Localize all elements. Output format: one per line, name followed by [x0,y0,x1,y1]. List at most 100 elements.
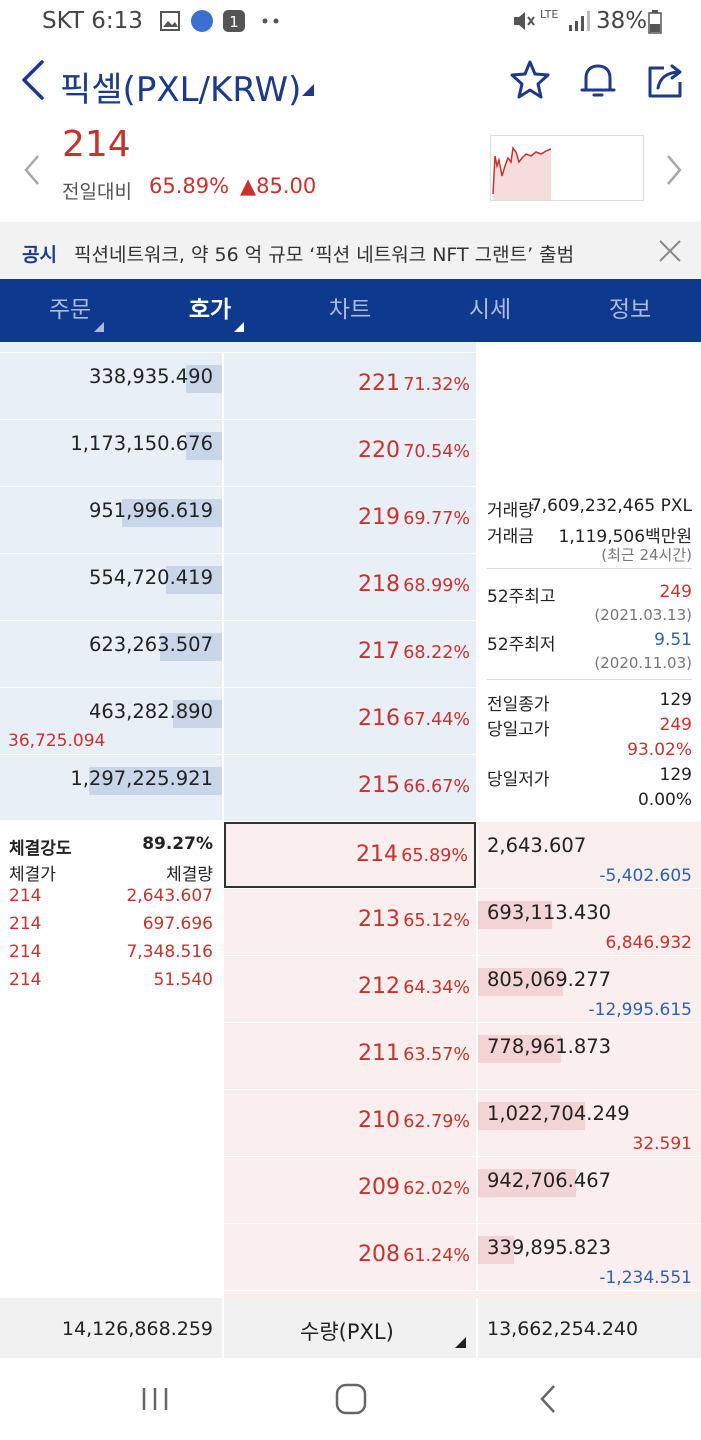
orderbook-top-strip [0,342,476,352]
ask-quantity: 463,282.890 [88,700,213,723]
ask-quantity-cell[interactable]: 623,263.507 [0,621,222,687]
prev-coin-arrow-icon[interactable] [18,150,48,190]
tab-bar: 주문 호가 차트 시세 정보 [0,279,701,342]
tab-order[interactable]: 주문 [0,279,140,342]
ask-price-cell[interactable]: 221 71.32% [224,353,476,419]
bid-volume-bar [478,968,563,996]
unit-dropdown-icon[interactable] [455,1337,466,1348]
ask-quantity-change: 36,725.094 [8,731,106,751]
tab-order-label: 주문 [48,297,92,323]
low52-value: 9.51 [654,630,692,650]
mini-price-chart[interactable] [490,135,644,201]
low52-label: 52주최저 [487,635,556,655]
orderbook-bottom-strip [224,1291,701,1301]
trade-panel: 체결강도 89.27% 체결가 체결량 214 2,643.607 214 697.6… [0,820,222,1296]
tab-order-dropdown-icon [94,322,104,332]
tab-orderbook[interactable]: 호가 [140,279,280,342]
trade-qty: 7,348.516 [126,942,213,962]
bid-volume-bar [478,1035,561,1063]
ask-quantity-cell[interactable]: 1,173,150.676 [0,420,222,486]
tab-chart[interactable]: 차트 [280,279,420,342]
divider [487,568,692,569]
title-dropdown-icon[interactable] [302,84,314,96]
share-icon[interactable] [644,58,688,102]
recent-apps-icon[interactable] [138,1384,172,1414]
bid-quantity-cell[interactable]: 339,895.823 -1,234.551 [478,1224,701,1290]
bid-price-cell[interactable]: 210 62.79% [224,1090,476,1156]
next-coin-arrow-icon[interactable] [658,150,688,190]
ask-quantity: 554,720.419 [88,566,213,589]
nav-back-icon[interactable] [534,1382,564,1416]
ask-price: 219 [358,505,400,530]
bid-price-cell[interactable]: 212 64.34% [224,956,476,1022]
bid-price: 214 [356,842,398,867]
ask-price-cell[interactable]: 216 67.44% [224,688,476,754]
ask-quantity: 1,173,150.676 [70,432,213,455]
bid-price: 212 [358,974,400,999]
home-icon[interactable] [334,1382,368,1416]
ask-price-cell[interactable]: 215 66.67% [224,755,476,821]
bid-quantity-cell[interactable]: 805,069.277 -12,995.615 [478,956,701,1022]
unit-selector[interactable]: 수량(PXL) [224,1298,476,1358]
bid-price-cell[interactable]: 213 65.12% [224,889,476,955]
ask-quantity-cell[interactable]: 1,297,225.921 [0,755,222,821]
sparkline [492,146,552,200]
bid-rate: 64.34% [403,978,470,998]
bid-price-cell[interactable]: 209 62.02% [224,1157,476,1223]
bid-price: 213 [358,907,400,932]
trade-price: 214 [9,886,42,906]
bid-quantity-cell[interactable]: 1,022,704.249 32.591 [478,1090,701,1156]
notice-text[interactable]: 픽션네트워크, 약 56 억 규모 ‘픽션 네트워크 NFT 그랜트’ 출범 [74,244,575,266]
low52-date: (2020.11.03) [594,654,692,672]
battery-percent: 38% [596,8,648,34]
ask-quantity-cell[interactable]: 463,282.890 36,725.094 [0,688,222,754]
unit-label: 수량(PXL) [300,1320,394,1344]
network-label: LTE [540,8,559,21]
day-high-label: 당일고가 [487,720,550,740]
strength-value: 89.27% [142,834,213,854]
ask-price-cell[interactable]: 218 68.99% [224,554,476,620]
back-arrow-icon[interactable] [14,56,54,106]
bid-quantity-change: -12,995.615 [588,1000,692,1020]
ask-rate: 68.22% [403,643,470,663]
trade-qty-header: 체결량 [166,865,213,885]
bid-price-cell[interactable]: 214 65.89% [224,822,476,888]
ask-quantity-cell[interactable]: 951,996.619 [0,487,222,553]
bid-quantity-cell[interactable]: 2,643.607 -5,402.605 [478,822,701,888]
ask-price-cell[interactable]: 219 69.77% [224,487,476,553]
day-low-pct: 0.00% [637,790,692,810]
divider [487,679,692,680]
bid-rate: 63.57% [403,1045,470,1065]
ask-quantity-cell[interactable]: 338,935.490 [0,353,222,419]
bid-volume-bar [478,901,552,929]
trade-qty: 2,643.607 [126,886,213,906]
bid-quantity-cell[interactable]: 942,706.467 [478,1157,701,1223]
bid-quantity-cell[interactable]: 693,113.430 6,846.932 [478,889,701,955]
notice-bar[interactable]: 공시 픽션네트워크, 약 56 억 규모 ‘픽션 네트워크 NFT 그랜트’ 출… [0,222,701,279]
bid-quantity-cell[interactable]: 778,961.873 [478,1023,701,1089]
bid-price-cell[interactable]: 208 61.24% [224,1224,476,1290]
bid-volume-bar [478,1236,514,1264]
notice-label: 공시 [22,244,57,266]
bid-price: 209 [358,1175,400,1200]
bell-icon[interactable] [576,58,620,102]
tab-market-price[interactable]: 시세 [420,279,560,342]
bid-price-cell[interactable]: 211 63.57% [224,1023,476,1089]
ask-price-cell[interactable]: 220 70.54% [224,420,476,486]
bid-quantity-change: 32.591 [632,1134,692,1154]
svg-text:1: 1 [229,13,239,31]
ask-price-cell[interactable]: 217 68.22% [224,621,476,687]
signal-icon [569,11,590,31]
page-title[interactable]: 픽셀(PXL/KRW) [60,70,302,110]
bid-rate: 62.79% [403,1112,470,1132]
bid-quantity-change: 6,846.932 [605,933,692,953]
star-icon[interactable] [508,58,552,102]
bid-quantity: 942,706.467 [487,1169,612,1192]
close-icon[interactable] [655,236,685,266]
tab-info[interactable]: 정보 [560,279,700,342]
current-price: 214 [62,124,131,165]
bid-price: 210 [358,1108,400,1133]
ask-rate: 70.54% [403,442,470,462]
trade-price: 214 [9,942,42,962]
ask-quantity-cell[interactable]: 554,720.419 [0,554,222,620]
